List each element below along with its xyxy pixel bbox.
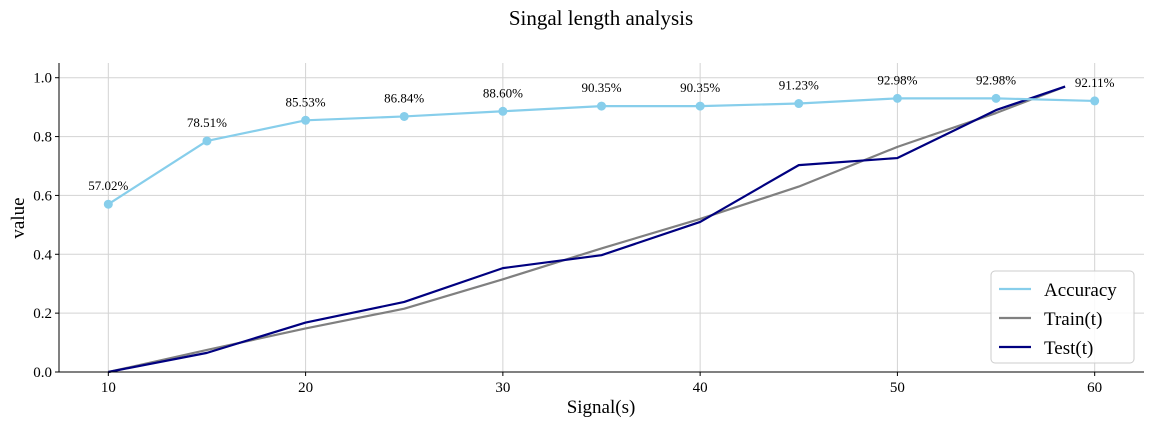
legend: Accuracy Train(t) Test(t) [990, 270, 1135, 364]
data-label: 92.98% [877, 72, 917, 87]
x-axis-title: Signal(s) [567, 397, 636, 418]
data-label: 86.84% [384, 90, 424, 105]
legend-box [990, 270, 1135, 364]
x-tick-label: 60 [1087, 380, 1102, 396]
y-tick-label: 0.2 [33, 306, 52, 322]
x-tick-label: 40 [693, 380, 708, 396]
data-point [301, 115, 311, 125]
data-label: 90.35% [581, 80, 621, 95]
series-layer [103, 85, 1100, 374]
data-point [794, 99, 804, 109]
data-point [202, 136, 212, 146]
series-line-accuracy [107, 97, 1095, 206]
data-point [597, 101, 606, 111]
y-tick-label: 0.6 [33, 188, 52, 204]
data-point [103, 199, 113, 209]
legend-label: Accuracy [1044, 280, 1117, 301]
data-point [892, 93, 902, 103]
data-point [695, 101, 705, 111]
data-point [991, 93, 1001, 103]
series-line-test-t [108, 85, 1066, 374]
data-label: 88.60% [483, 85, 523, 100]
data-label: 92.11% [1075, 75, 1115, 90]
data-label: 90.35% [680, 80, 720, 95]
axes: 10 20 30 40 50 60 0.0 0.2 0.4 0.6 0.8 1.0 [33, 63, 1144, 396]
y-axis-title: value [8, 197, 29, 238]
data-label: 78.51% [187, 115, 227, 130]
y-tick-label: 0.0 [33, 365, 52, 381]
series-line-train-t [108, 85, 1066, 374]
data-label: 57.02% [88, 178, 128, 193]
legend-label: Test(t) [1044, 338, 1093, 359]
data-point [399, 111, 409, 121]
x-tick-label: 20 [298, 380, 313, 396]
data-point [498, 106, 508, 116]
data-label: 92.98% [976, 72, 1016, 87]
data-label: 85.53% [286, 94, 326, 109]
data-label: 91.23% [779, 78, 819, 93]
x-tick-label: 30 [495, 380, 510, 396]
x-tick-label: 50 [890, 380, 905, 396]
chart-title: Singal length analysis [509, 6, 693, 30]
y-tick-label: 0.8 [33, 130, 52, 146]
y-tick-label: 1.0 [33, 71, 52, 87]
y-tick-label: 0.4 [33, 247, 52, 263]
x-tick-label: 10 [101, 380, 116, 396]
legend-label: Train(t) [1044, 309, 1102, 330]
data-labels: 57.02% 78.51% 85.53% 86.84% 88.60% 90.35% 90.3… [88, 72, 1114, 193]
data-point [1090, 96, 1100, 106]
